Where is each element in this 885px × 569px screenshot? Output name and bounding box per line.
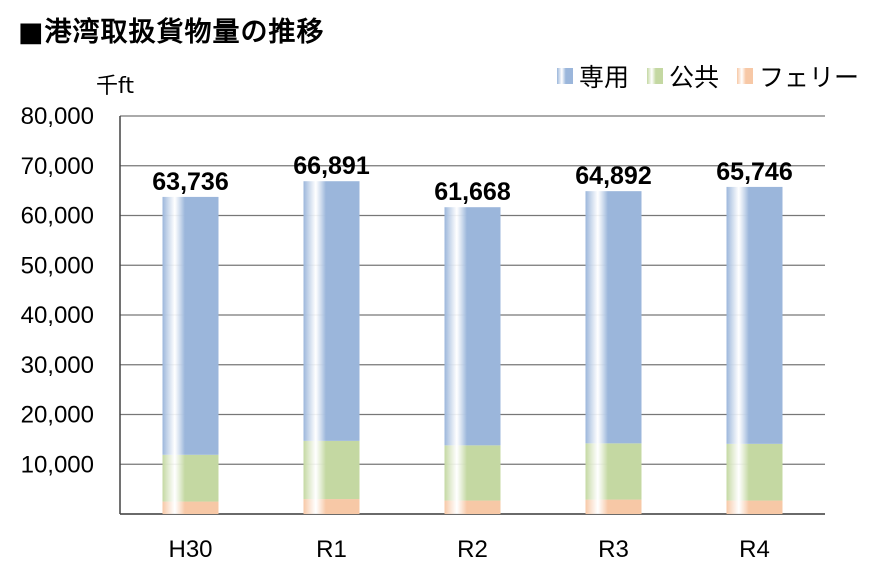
legend-label: 公共 xyxy=(668,63,719,92)
bar-segment xyxy=(726,186,783,444)
data-label: 64,892 xyxy=(575,162,651,190)
y-tick-label: 40,000 xyxy=(21,302,94,329)
chart-title: ■港湾取扱貨物量の推移 xyxy=(18,17,325,48)
y-tick-label: 10,000 xyxy=(21,451,94,478)
bar-segment xyxy=(726,443,783,501)
legend-item: 専用 xyxy=(556,58,629,94)
legend-item: フェリー xyxy=(736,58,859,94)
y-tick-label: 70,000 xyxy=(21,153,94,180)
legend: 専用 公共 フェリー xyxy=(556,58,859,94)
data-label: 63,736 xyxy=(152,168,228,196)
bar-segment xyxy=(162,196,219,455)
x-tick-label: H30 xyxy=(168,536,212,563)
bar-segment xyxy=(303,440,360,500)
y-tick-label: 50,000 xyxy=(21,252,94,279)
y-tick-label: 80,000 xyxy=(21,103,94,130)
bar-segment xyxy=(303,181,360,441)
bar-segment xyxy=(585,443,642,500)
x-tick-label: R2 xyxy=(457,536,488,563)
bar-segment xyxy=(444,207,501,446)
bar-segment xyxy=(444,445,501,501)
y-axis-unit: 千ft xyxy=(96,74,134,99)
bar-segment xyxy=(444,500,501,514)
data-label: 65,746 xyxy=(716,158,792,186)
bar-segment xyxy=(585,499,642,514)
x-tick-label: R4 xyxy=(739,536,770,563)
y-tick-label: 60,000 xyxy=(21,203,94,230)
legend-swatch xyxy=(556,68,573,84)
y-tick-label: 30,000 xyxy=(21,352,94,379)
legend-label: 専用 xyxy=(578,63,629,92)
x-tick-label: R1 xyxy=(316,536,347,563)
bar-segment xyxy=(585,191,642,444)
legend-swatch xyxy=(646,68,663,84)
bar-segment xyxy=(303,499,360,514)
y-tick-label: 20,000 xyxy=(21,402,94,429)
legend-label: フェリー xyxy=(758,63,859,92)
bar-segment xyxy=(726,500,783,514)
x-tick-label: R3 xyxy=(598,536,629,563)
data-label: 66,891 xyxy=(293,152,370,180)
legend-item: 公共 xyxy=(646,58,719,94)
bar-segment xyxy=(162,454,219,502)
data-label: 61,668 xyxy=(434,178,511,206)
bar-segment xyxy=(162,501,219,514)
legend-swatch xyxy=(736,68,753,84)
